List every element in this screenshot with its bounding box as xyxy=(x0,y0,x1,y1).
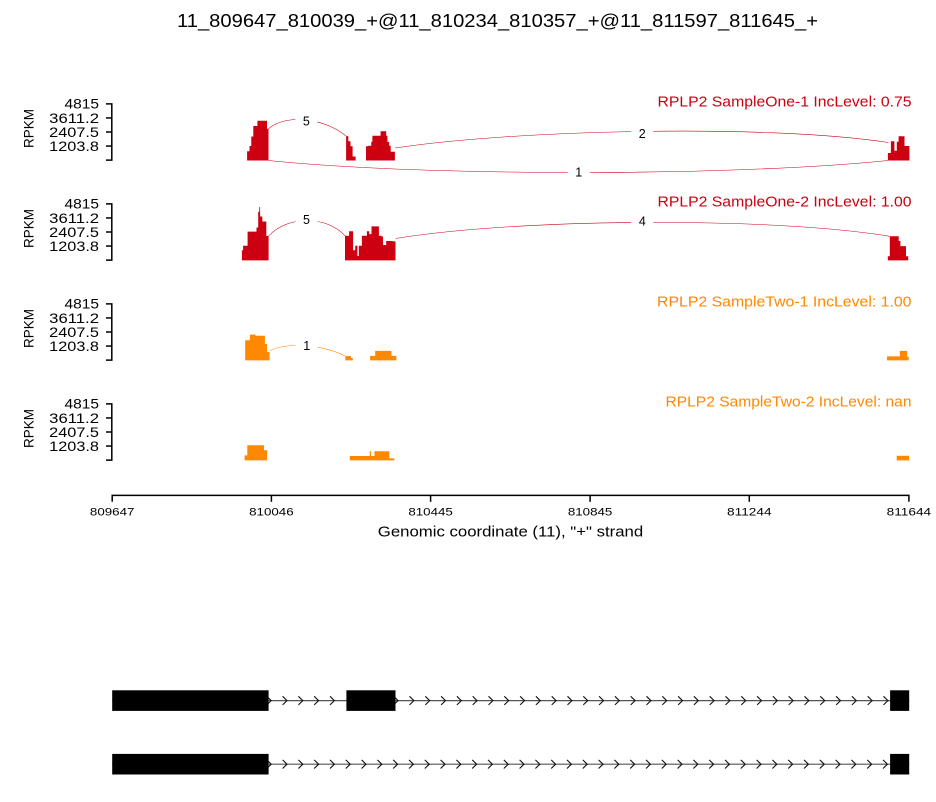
svg-text:RPLP2 SampleTwo-2 IncLevel: na: RPLP2 SampleTwo-2 IncLevel: nan xyxy=(666,393,912,410)
svg-text:RPLP2 SampleTwo-1 IncLevel: 1.: RPLP2 SampleTwo-1 IncLevel: 1.00 xyxy=(657,293,912,310)
svg-text:4815: 4815 xyxy=(65,97,100,112)
svg-text:2407.5: 2407.5 xyxy=(49,225,99,240)
svg-text:5: 5 xyxy=(303,114,310,128)
svg-text:1: 1 xyxy=(575,166,582,180)
svg-text:811644: 811644 xyxy=(887,507,932,519)
svg-text:1: 1 xyxy=(303,339,310,353)
svg-text:811244: 811244 xyxy=(727,507,772,519)
svg-text:3611.2: 3611.2 xyxy=(49,211,99,226)
svg-text:Genomic coordinate (11), "+" s: Genomic coordinate (11), "+" strand xyxy=(378,524,643,540)
svg-text:11_809647_810039_+@11_810234_8: 11_809647_810039_+@11_810234_810357_+@11… xyxy=(177,11,818,32)
svg-text:4815: 4815 xyxy=(65,297,100,312)
svg-text:RPLP2 SampleOne-1 IncLevel: 0.: RPLP2 SampleOne-1 IncLevel: 0.75 xyxy=(658,93,912,110)
svg-text:3611.2: 3611.2 xyxy=(49,311,99,326)
svg-text:810445: 810445 xyxy=(408,507,453,519)
svg-text:1203.8: 1203.8 xyxy=(49,139,99,154)
svg-text:2407.5: 2407.5 xyxy=(49,325,99,340)
svg-text:2407.5: 2407.5 xyxy=(49,425,99,440)
svg-text:2: 2 xyxy=(639,127,646,141)
svg-text:RPKM: RPKM xyxy=(22,209,37,248)
svg-text:1203.8: 1203.8 xyxy=(49,339,99,354)
svg-text:4815: 4815 xyxy=(65,197,100,212)
svg-text:2407.5: 2407.5 xyxy=(49,125,99,140)
svg-text:1203.8: 1203.8 xyxy=(49,439,99,454)
svg-text:5: 5 xyxy=(303,213,310,227)
svg-text:RPLP2 SampleOne-2 IncLevel: 1.: RPLP2 SampleOne-2 IncLevel: 1.00 xyxy=(658,193,912,210)
svg-text:809647: 809647 xyxy=(90,507,135,519)
svg-text:810046: 810046 xyxy=(249,507,294,519)
svg-text:3611.2: 3611.2 xyxy=(49,411,99,426)
svg-text:RPKM: RPKM xyxy=(22,109,37,148)
svg-text:RPKM: RPKM xyxy=(22,309,37,348)
svg-text:1203.8: 1203.8 xyxy=(49,239,99,254)
svg-text:RPKM: RPKM xyxy=(22,409,37,448)
svg-text:4: 4 xyxy=(639,215,646,229)
svg-text:3611.2: 3611.2 xyxy=(49,111,99,126)
svg-text:810845: 810845 xyxy=(568,507,613,519)
svg-text:4815: 4815 xyxy=(65,397,100,412)
